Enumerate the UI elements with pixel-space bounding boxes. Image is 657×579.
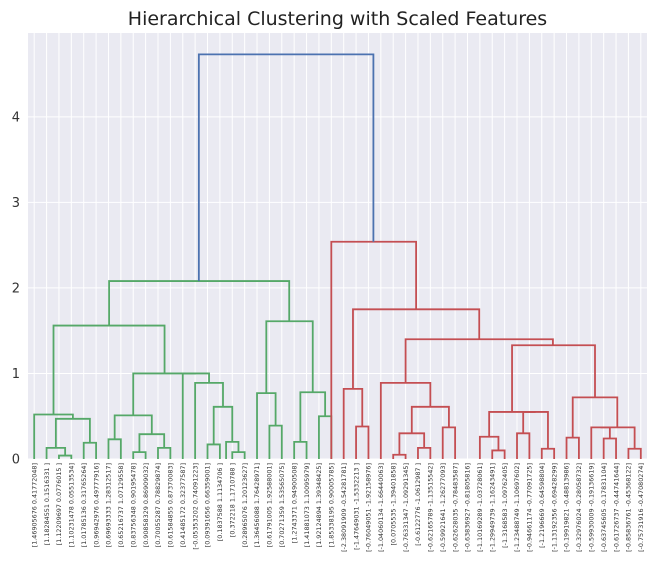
dendrogram-link-i5: [600, 426, 636, 449]
dendrogram-link-j4: [330, 240, 418, 459]
leaf-label: [0.90858329 0.86909032]: [142, 463, 150, 547]
dendrogram-link-b2: [132, 451, 147, 459]
leaf-label: [-0.63836927 -0.81805816]: [464, 463, 472, 552]
leaf-label: [-0.61726737 -0.44741644]: [612, 463, 620, 552]
leaf-label: [-0.94661174 -0.77091725]: [526, 463, 534, 552]
leaf-label: [0.83756348 0.90195478]: [129, 463, 137, 547]
dendrogram-link-c7: [132, 372, 196, 416]
dendrogram-link-j1: [511, 344, 596, 412]
leaf-label: [1.46905676 0.41772048]: [30, 463, 38, 547]
leaf-labels: [1.46905676 0.41772048] [1.18284551 0.151…: [30, 463, 645, 552]
y-tick-label: 3: [12, 196, 20, 211]
dendrogram-links: [33, 53, 642, 459]
dendrogram-link-g1: [392, 453, 407, 459]
y-tick-label: 2: [12, 281, 20, 296]
leaf-label: [0.96942976 0.49777916]: [92, 463, 100, 547]
dendrogram-link-h4: [540, 447, 556, 459]
leaf-label: [-1.47649031 -1.5332213 ]: [352, 463, 360, 550]
leaf-label: [1.92124894 1.39348425]: [315, 463, 323, 547]
leaf-label: [-1.29949739 -1.16243491]: [488, 463, 496, 552]
leaf-label: [1.18284551 0.1516331 ]: [43, 463, 51, 545]
grid-lines: [28, 33, 647, 460]
leaf-label: [-0.19919821 -0.48813986]: [563, 463, 571, 552]
dendrogram-link-top: [197, 53, 375, 282]
y-tick-labels: 0 1 2 3 4: [12, 110, 20, 467]
leaf-label: [1.41881073 1.10095979]: [303, 463, 311, 547]
y-tick-label: 1: [12, 367, 20, 382]
dendrogram-link-b4: [138, 433, 166, 453]
leaf-label: [-2.38091909 -0.54281781]: [340, 463, 348, 552]
leaf-label: [1.10231478 0.05513534]: [68, 463, 76, 547]
leaf-label: [-0.6122776 -1.0612987 ]: [414, 463, 422, 546]
dendrogram-link-h1: [491, 449, 506, 459]
leaf-label: [1.36456088 1.76428971]: [253, 463, 261, 547]
leaf-label: [-0.59921641 -1.26277093]: [439, 463, 447, 552]
leaf-label: [0.372218 1.1710788 ]: [228, 463, 236, 537]
leaf-label: [0.0705535 -1.39401858]: [389, 463, 397, 546]
leaf-label: [0.09391656 0.66359001]: [204, 463, 212, 547]
dendrogram-link-h6: [488, 411, 536, 437]
leaf-label: [0.61791005 1.92588001]: [266, 463, 274, 547]
leaf-label: [0.70055287 0.78829874]: [154, 463, 162, 547]
leaf-label: [0.41485172 0.32377587]: [179, 463, 187, 547]
dendrogram-link-b3: [157, 446, 172, 459]
leaf-label: [-1.2196669 -0.64598804]: [538, 463, 546, 548]
leaf-label: [-1.10169289 -1.03728061]: [476, 463, 484, 552]
leaf-label: [-0.76049051 -1.92158976]: [365, 463, 373, 552]
dendrogram-link-g2: [417, 446, 432, 459]
y-tick-label: 4: [12, 110, 20, 125]
leaf-label: [1.2743371 0.94900508]: [290, 463, 298, 543]
leaf-label: [-0.63745605 -0.17831104]: [600, 463, 608, 552]
leaf-label: [-0.62628035 -0.78483587]: [451, 463, 459, 552]
leaf-label: [0.70271359 1.53565075]: [278, 463, 286, 547]
leaf-label: [-0.32976024 -0.28058732]: [575, 463, 583, 552]
dendrogram-link-i4: [627, 447, 642, 459]
dendrogram-link-c2: [231, 451, 246, 459]
y-tick-label: 0: [12, 453, 20, 468]
dendrogram-link-d1: [268, 424, 283, 459]
leaf-label: [-0.76331347 -1.09291345]: [402, 463, 410, 552]
dendrogram-link-d2: [256, 392, 277, 459]
dendrogram-link-b5: [113, 414, 153, 440]
leaf-label: [-0.62165789 -1.13515542]: [427, 463, 435, 552]
leaf-label: [-1.23488749 -1.10697602]: [513, 463, 521, 552]
leaf-label: [-0.05353202 0.74091223]: [191, 463, 199, 550]
leaf-label: [0.61584855 0.87370083]: [167, 463, 175, 547]
leaf-label: [-1.3168583 -1.09762405]: [501, 463, 509, 548]
leaf-label: [0.28965076 1.20123627]: [241, 463, 249, 547]
leaf-label: [0.65216737 1.07129558]: [117, 463, 125, 547]
dendrogram-link-a2: [45, 446, 67, 459]
dendrogram-link-j2: [404, 338, 554, 383]
dendrogram-link-i2: [602, 437, 617, 459]
chart-title: Hierarchical Clustering with Scaled Feat…: [128, 8, 547, 30]
dendrogram-link-c3: [225, 440, 240, 459]
dendrogram-link-c6: [181, 372, 210, 459]
dendrogram-link-d3: [293, 440, 308, 459]
leaf-label: [1.12209697 0.0776015 ]: [55, 463, 63, 545]
leaf-label: [1.01785136 0.31765264]: [80, 463, 88, 547]
leaf-label: [-1.13192356 -0.69428299]: [550, 463, 558, 552]
leaf-label: [-0.85836761 -0.45368122]: [625, 463, 633, 552]
leaf-label: [-0.75731916 -0.47080274]: [637, 463, 645, 552]
leaf-label: [0.69693333 1.28312517]: [105, 463, 113, 547]
leaf-label: [-1.04060134 -1.66440063]: [377, 463, 385, 552]
leaf-label: [0.1837588 1.1134706 ]: [216, 463, 224, 541]
leaf-label: [-0.59930009 -0.19136619]: [587, 463, 595, 552]
leaf-label: [1.85338195 0.90005785]: [328, 463, 336, 547]
dendrogram-link-c1: [206, 443, 221, 459]
plot-background: [28, 33, 647, 459]
dendrogram-link-i6: [571, 396, 619, 438]
dendrogram-link-a3: [82, 441, 97, 459]
